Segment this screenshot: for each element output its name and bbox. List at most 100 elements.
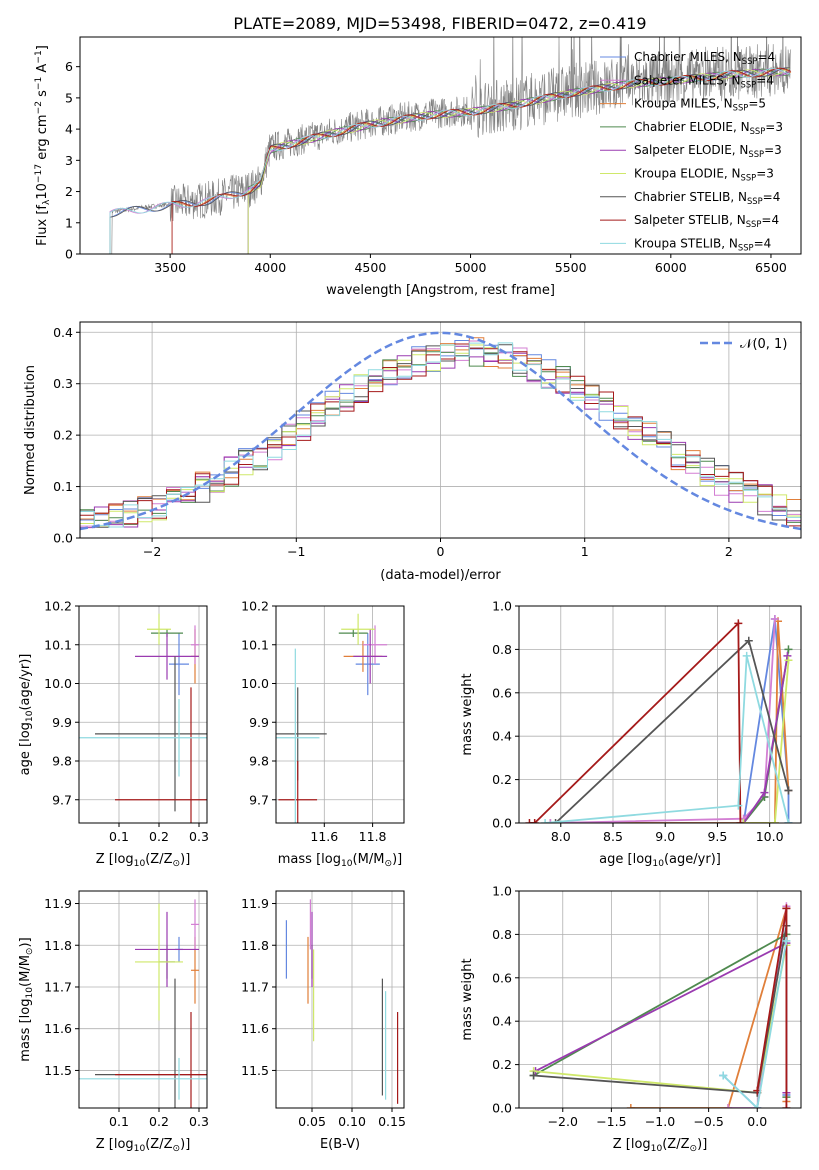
y-axis-label-part: −17 bbox=[34, 164, 44, 183]
x-axis-label-part: )] bbox=[180, 852, 190, 867]
y-axis-label-part: A bbox=[35, 64, 50, 77]
legend-label-sub: SSP bbox=[747, 196, 763, 206]
y-tick-label: 1.0 bbox=[492, 599, 512, 614]
weight-line-5 bbox=[743, 660, 790, 823]
axes-frame bbox=[79, 36, 802, 255]
y-axis-label: mass [log10(M/M⊙)] bbox=[18, 937, 35, 1061]
x-tick-label: 5500 bbox=[555, 260, 587, 275]
weight-line-8 bbox=[722, 940, 788, 1108]
y-tick-label: 11.9 bbox=[241, 896, 269, 911]
y-tick-label: 10.1 bbox=[44, 637, 72, 652]
x-axis-label-part: mass [log bbox=[278, 852, 341, 867]
axes-frame bbox=[518, 605, 802, 824]
x-tick-label: −1 bbox=[287, 544, 305, 559]
x-axis-label-part: )] bbox=[392, 852, 402, 867]
y-tick-label: 6 bbox=[65, 59, 73, 74]
legend-label-suffix: =4 bbox=[757, 50, 775, 64]
weight-marker bbox=[734, 619, 743, 628]
x-axis-label-part: 10 bbox=[651, 1144, 663, 1154]
x-axis-label-part: 10 bbox=[134, 859, 146, 869]
x-tick-label: 2 bbox=[725, 544, 733, 559]
y-tick-label: 10.1 bbox=[241, 637, 269, 652]
y-tick-label: 0.1 bbox=[53, 479, 73, 494]
y-axis-label-part: ⊙ bbox=[25, 947, 35, 955]
weight-line-6 bbox=[554, 639, 790, 823]
x-tick-label: 4500 bbox=[354, 260, 386, 275]
x-tick-label: 0.3 bbox=[189, 1114, 209, 1129]
y-tick-label: 0.0 bbox=[492, 1101, 512, 1116]
y-tick-label: 11.7 bbox=[241, 979, 269, 994]
x-tick-label: 3500 bbox=[154, 260, 186, 275]
legend-label-sub: SSP bbox=[742, 56, 758, 66]
weight-marker bbox=[530, 819, 539, 823]
axes-frame bbox=[275, 890, 405, 1109]
legend-label: Chabrier MILES, NSSP=4 bbox=[634, 50, 775, 66]
x-axis-label-part: (Z/Z bbox=[145, 852, 172, 867]
x-tick-label: 1 bbox=[581, 544, 589, 559]
weight-marker bbox=[529, 1071, 538, 1080]
y-tick-label: 10.2 bbox=[241, 599, 269, 614]
legend-label-suffix: =3 bbox=[756, 167, 774, 181]
weight-line-1 bbox=[550, 621, 790, 823]
weight-marker bbox=[736, 819, 745, 823]
y-axis-label-part: −1 bbox=[34, 50, 44, 63]
weight-line-8 bbox=[545, 655, 790, 823]
weight-line-4 bbox=[535, 941, 788, 1093]
y-tick-label: 0.2 bbox=[492, 772, 512, 787]
panel-Z-age: 0.1 0.2 0.39.79.89.910.010.110.2Z [log10(Z… bbox=[18, 599, 209, 870]
y-axis-label-part: age [log bbox=[18, 722, 33, 775]
x-tick-label: 8.5 bbox=[603, 829, 623, 844]
legend-label-sub: SSP bbox=[733, 103, 749, 113]
legend-label: Chabrier STELIB, NSSP=4 bbox=[634, 190, 780, 206]
legend-label-sub: SSP bbox=[741, 79, 757, 89]
x-axis-label-part: 10 bbox=[652, 859, 664, 869]
x-tick-label: 0.15 bbox=[378, 1114, 406, 1129]
legend-label: Salpeter ELODIE, NSSP=3 bbox=[634, 143, 782, 159]
y-axis-label: mass weight bbox=[460, 673, 475, 755]
x-axis-label-part: ⊙ bbox=[384, 859, 392, 869]
y-tick-label: 9.7 bbox=[52, 792, 72, 807]
y-tick-label: 0.6 bbox=[492, 685, 512, 700]
axes-frame bbox=[78, 605, 208, 824]
weight-marker bbox=[784, 819, 793, 823]
weight-marker bbox=[784, 786, 793, 795]
panel-Z-mass: 0.1 0.2 0.311.511.611.711.811.9Z [log10(Z/… bbox=[18, 890, 209, 1154]
y-tick-label: 9.8 bbox=[249, 754, 269, 769]
legend-label-sub: SSP bbox=[738, 242, 754, 252]
x-tick-label: 0.1 bbox=[109, 829, 129, 844]
x-tick-label: 9.5 bbox=[707, 829, 727, 844]
legend-label-sub: SSP bbox=[750, 126, 766, 136]
y-tick-label: 2 bbox=[65, 184, 73, 199]
y-tick-label: 10.0 bbox=[44, 676, 72, 691]
legend-label: Kroupa ELODIE, NSSP=3 bbox=[634, 167, 774, 183]
weight-marker bbox=[782, 904, 791, 913]
y-tick-label: 3 bbox=[65, 153, 73, 168]
y-tick-label: 0.4 bbox=[492, 729, 512, 744]
y-tick-label: 0.3 bbox=[53, 376, 73, 391]
y-axis-label-part: λ bbox=[42, 199, 52, 205]
weight-marker bbox=[719, 1071, 728, 1080]
y-tick-label: 11.5 bbox=[241, 1063, 269, 1078]
model-spectrum-7 bbox=[171, 67, 792, 254]
y-tick-label: 11.9 bbox=[44, 896, 72, 911]
y-axis-label-part: )] bbox=[18, 937, 33, 947]
legend-label-suffix: =4 bbox=[756, 73, 774, 87]
y-tick-label: 11.7 bbox=[44, 979, 72, 994]
y-tick-label: 0.0 bbox=[492, 816, 512, 831]
y-axis-label-part: erg cm bbox=[35, 114, 50, 163]
x-tick-label: 11.8 bbox=[359, 829, 387, 844]
x-tick-label: 0.2 bbox=[149, 1114, 169, 1129]
legend-label: Kroupa MILES, NSSP=5 bbox=[634, 97, 766, 113]
x-axis-label-part: (M/M bbox=[353, 852, 385, 867]
y-tick-label: 1.0 bbox=[492, 884, 512, 899]
x-axis-label-part: Z [log bbox=[96, 852, 134, 867]
weight-marker bbox=[742, 651, 751, 660]
y-tick-label: 0.4 bbox=[492, 1014, 512, 1029]
legend-label-suffix: =3 bbox=[765, 120, 783, 134]
legend-label: Salpeter STELIB, NSSP=4 bbox=[634, 213, 779, 229]
legend-label-main: Salpeter STELIB, N bbox=[634, 213, 746, 227]
legend-label-main: Salpeter MILES, N bbox=[634, 73, 741, 87]
y-tick-label: 11.6 bbox=[241, 1021, 269, 1036]
x-axis-label: Z [log10(Z/Z⊙)] bbox=[96, 852, 191, 869]
